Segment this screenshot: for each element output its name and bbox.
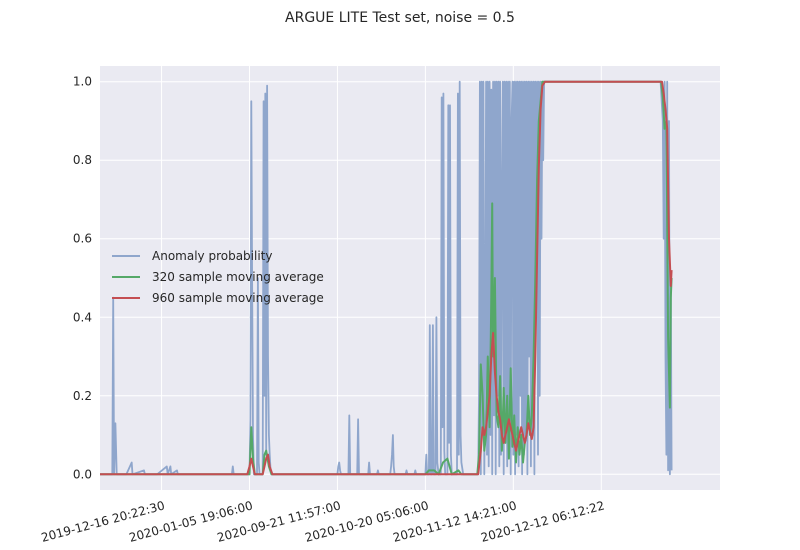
- y-tick-label: 0.8: [73, 153, 92, 167]
- plot-area: [100, 66, 720, 490]
- legend: Anomaly probability 320 sample moving ave…: [112, 249, 324, 305]
- y-axis: 0.0 0.2 0.4 0.6 0.8 1.0: [73, 75, 92, 482]
- y-tick-label: 0.4: [73, 310, 92, 324]
- y-tick-label: 0.2: [73, 389, 92, 403]
- y-tick-label: 0.0: [73, 467, 92, 481]
- series-line-3: [100, 80, 673, 476]
- y-tick-label: 1.0: [73, 75, 92, 89]
- legend-label: Anomaly probability: [152, 249, 272, 263]
- series-layer: [100, 80, 673, 476]
- legend-label: 960 sample moving average: [152, 291, 324, 305]
- legend-label: 320 sample moving average: [152, 270, 324, 284]
- y-tick-label: 0.6: [73, 232, 92, 246]
- chart-title: ARGUE LITE Test set, noise = 0.5: [285, 10, 515, 26]
